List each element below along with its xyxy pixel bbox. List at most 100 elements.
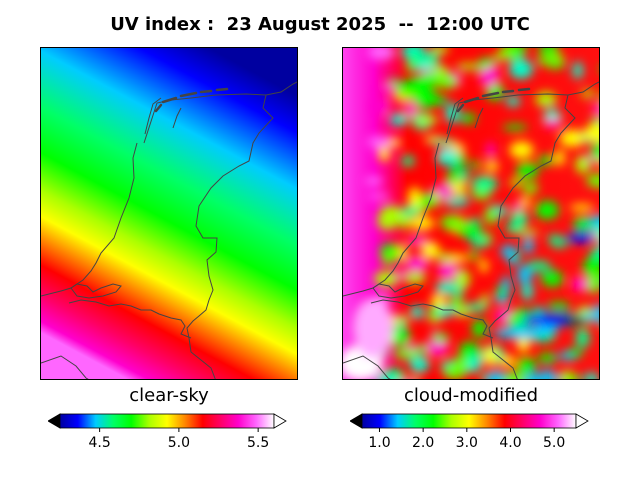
cloud-blob [599, 65, 600, 72]
cloud-blob [484, 161, 499, 172]
cloud-blob [585, 276, 599, 293]
cloud-blob [409, 356, 430, 373]
cloud-blob [444, 197, 470, 207]
wadden-islands [154, 87, 229, 113]
cloud-blob [538, 48, 560, 56]
cloud-blob [465, 302, 488, 312]
cloud-blob [495, 286, 507, 297]
cloud-blob [569, 204, 594, 212]
cloud-blob [590, 215, 599, 226]
cloud-blob [456, 63, 481, 70]
cloud-blob [451, 166, 463, 174]
cloud-field-blobs [343, 48, 600, 379]
cloud-blob [405, 236, 429, 246]
cloud-blob [547, 234, 563, 243]
cloud-blob [580, 90, 596, 98]
cloud-blob [457, 222, 482, 239]
cloud-blob [370, 98, 387, 115]
colorbar-body [361, 413, 577, 429]
cloud-blob [583, 124, 599, 142]
cloud-blob [459, 341, 480, 359]
cloud-blob [367, 193, 390, 200]
cloud-blob [522, 182, 539, 194]
cloud-blob [493, 327, 553, 339]
cloud-blob [547, 301, 571, 311]
cloud-blob [479, 259, 488, 273]
cloud-blob [543, 118, 562, 128]
cloud-blob [521, 196, 531, 208]
cloud-modified-colorbar [350, 413, 589, 432]
cloud-blob [410, 376, 420, 379]
cloud-blob [408, 50, 425, 66]
cloud-blob [483, 232, 493, 243]
cloud-blob [437, 306, 455, 317]
cloud-blob [486, 142, 495, 159]
cloud-blob [459, 113, 477, 124]
cloud-blob [434, 75, 458, 89]
cloud-blob [575, 328, 590, 348]
cloud-blob [398, 244, 407, 261]
cloud-blob [447, 254, 468, 263]
cloud-blob [500, 244, 517, 259]
colorbar-extend-high [273, 413, 287, 429]
cloud-blob [435, 281, 460, 294]
cloud-modified-label: cloud-modified [403, 385, 539, 406]
cloud-blob [572, 61, 583, 79]
cloud-blob [437, 262, 459, 280]
cloud-blob [378, 147, 390, 161]
cloud-blob [409, 216, 435, 230]
cloud-blob [389, 113, 409, 126]
colorbar-extend-low [350, 413, 363, 429]
cloud-blob [401, 155, 415, 167]
cloud-blob [431, 333, 450, 343]
cloud-blob [509, 59, 533, 79]
cloud-blob [594, 249, 599, 258]
cloud-blob [455, 269, 471, 288]
cloud-blob [423, 95, 449, 106]
cloud-blob [535, 200, 559, 220]
colorbar-tick-label: 5.0 [543, 435, 566, 451]
cloud-blob [425, 337, 449, 357]
cloud-blob [434, 183, 454, 191]
cloud-blob [396, 80, 422, 97]
wadden-islands-cloud [456, 87, 531, 113]
cloud-modified-map-svg [343, 48, 600, 379]
cloud-blob [373, 86, 382, 93]
colorbar-tick-label: 4.0 [499, 435, 522, 451]
colorbar-tick-label: 2.0 [412, 435, 435, 451]
cloud-blob [537, 353, 557, 364]
cloud-blob [507, 258, 519, 265]
cloud-blob [541, 270, 564, 287]
cloud-blob [353, 298, 393, 358]
cloud-blob [581, 313, 598, 320]
cloud-blob [536, 55, 562, 66]
cloud-blob [575, 155, 591, 174]
cloud-blob [533, 372, 560, 379]
cloud-blob [506, 95, 521, 107]
cloud-blob [480, 293, 490, 305]
colorbar-ticks [99, 428, 259, 432]
cloud-blob [404, 272, 426, 284]
colorbar-tick-label: 5.5 [247, 435, 270, 451]
colorbar-ticks [378, 428, 555, 432]
cloud-blob [408, 187, 422, 208]
cloud-blob [507, 312, 531, 328]
clear-sky-label: clear-sky [129, 385, 209, 406]
cloud-blob [470, 161, 481, 169]
cloud-blob [597, 273, 599, 280]
colorbar-extend-high [575, 413, 589, 429]
cloud-blob [364, 176, 383, 186]
cloud-blob [509, 141, 534, 159]
cloud-blob [377, 213, 399, 230]
cloud-blob [502, 124, 528, 131]
clear-sky-colorbar [48, 413, 287, 432]
cloud-blob [535, 91, 557, 107]
cloud-blob [398, 267, 406, 280]
cloud-blob [555, 149, 565, 166]
cloud-blob [443, 362, 466, 379]
cloud-blob [517, 265, 533, 284]
cloud-blob [379, 84, 398, 92]
cloud-blob [517, 357, 536, 375]
cloud-blob [599, 232, 600, 247]
cloud-blob [430, 294, 447, 307]
